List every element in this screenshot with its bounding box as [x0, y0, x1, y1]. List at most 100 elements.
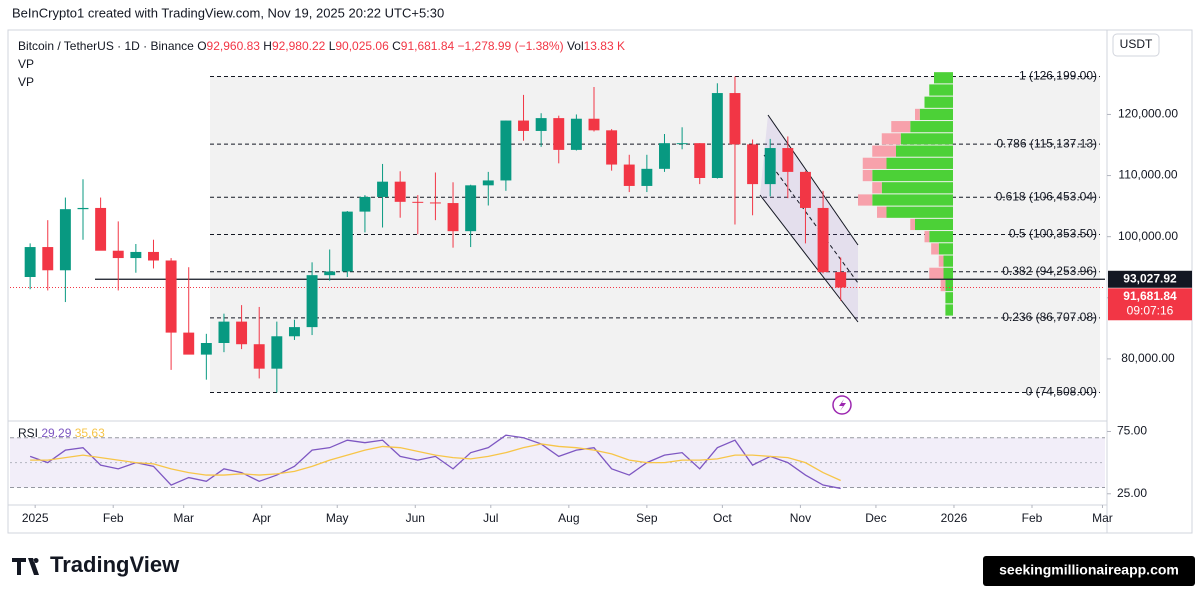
rsi-value: 29.29 — [41, 426, 71, 440]
vp-up — [910, 121, 953, 133]
x-tick-label: Dec — [865, 511, 886, 525]
indicator-label: VP — [18, 75, 35, 89]
rsi-legend: RSI 29.29 35.63 — [18, 426, 105, 440]
candle-body — [288, 327, 300, 337]
rsi-line — [29, 434, 841, 490]
indicator-label: VP — [18, 57, 35, 71]
ohlc-key: H — [263, 39, 272, 53]
ohlc-key: C — [392, 39, 401, 53]
countdown: 09:07:16 — [1127, 303, 1174, 317]
candle-body — [835, 272, 847, 288]
candle-body — [412, 201, 424, 203]
ohlc-key: O — [197, 39, 207, 53]
price-badge — [1108, 270, 1192, 288]
vp-up — [924, 96, 953, 108]
price-badge-label: 93,027.92 — [1123, 271, 1177, 285]
candle-body — [253, 344, 265, 369]
vp-down — [881, 133, 901, 145]
vp-up — [900, 133, 953, 145]
candle-body — [641, 168, 653, 186]
rsi-value: 35.63 — [75, 426, 105, 440]
vp-down — [877, 206, 887, 218]
candle-body — [570, 118, 582, 150]
y-tick-label: 80,000.00 — [1121, 351, 1175, 365]
y-tick-label: 25.00 — [1117, 486, 1147, 500]
vp-down — [940, 279, 946, 292]
x-tick-label: Mar — [1092, 511, 1113, 525]
ohlc-value: 90,025.06 — [335, 39, 389, 53]
vp-down — [931, 243, 939, 255]
x-tick-label: Feb — [1022, 511, 1043, 525]
candle-body — [112, 250, 124, 259]
candle-body — [59, 209, 71, 271]
legend-row: Bitcoin / TetherUS · 1D · Binance O92,96… — [18, 37, 625, 55]
symbol-title: Bitcoin / TetherUS · 1D · Binance — [18, 39, 194, 53]
y-tick-label: 100,000.00 — [1118, 229, 1178, 243]
vp-up — [945, 304, 953, 316]
vp-down — [862, 169, 873, 182]
x-tick-label: Jun — [406, 511, 425, 525]
candle-body — [341, 211, 353, 272]
x-tick-label: Oct — [713, 511, 732, 525]
vp-down — [872, 182, 882, 194]
vp-down — [910, 218, 915, 231]
ohlc-value: 91,681.84 — [400, 39, 455, 53]
candle-body — [659, 143, 670, 169]
vp-down — [858, 194, 873, 206]
candle-body — [306, 275, 318, 328]
brand-logo — [12, 558, 39, 575]
candle-body — [359, 196, 371, 212]
fib-label: 0.236 (86,707.08) — [1002, 310, 1097, 324]
candle-body — [518, 120, 529, 131]
vp-up — [881, 182, 953, 194]
channel-upper — [767, 114, 859, 246]
candle-body — [324, 271, 336, 276]
vp-down — [929, 267, 944, 279]
currency-button[interactable] — [1112, 33, 1160, 57]
candle-body — [747, 144, 759, 185]
vp-up — [943, 255, 953, 267]
fib-label: 0.382 (94,253.96) — [1002, 264, 1097, 278]
x-tick-label: Sep — [636, 511, 658, 525]
candle-body — [799, 171, 811, 208]
candle-body — [377, 181, 389, 197]
candle-body — [606, 130, 618, 165]
candle-body — [676, 143, 688, 145]
candle-body — [394, 181, 406, 202]
brand: TradingView — [50, 552, 180, 577]
vp-up — [886, 206, 953, 218]
candle-body — [77, 207, 89, 210]
ohlc-value: 92,960.83 — [206, 39, 260, 53]
y-tick-label: 120,000.00 — [1118, 107, 1178, 121]
candle-body — [218, 321, 230, 343]
candle-body — [817, 207, 829, 273]
candle-body — [42, 247, 54, 271]
candle-body — [165, 260, 177, 333]
volume-key: Vol — [566, 39, 584, 53]
vp-up — [886, 157, 953, 169]
vp-down — [862, 157, 887, 169]
candle-body — [729, 93, 741, 145]
vp-up — [945, 292, 953, 304]
watermark-box — [983, 556, 1195, 586]
vp-up — [919, 108, 953, 121]
header-text: BeInCrypto1 created with TradingView.com… — [12, 5, 444, 20]
candle-body — [711, 93, 723, 178]
vp-up — [938, 243, 953, 255]
candle-body — [24, 247, 36, 277]
candle-body — [782, 148, 794, 172]
candle-body — [764, 148, 776, 185]
x-tick-label: 2026 — [941, 511, 968, 525]
vp-up — [943, 267, 953, 279]
event-icon[interactable] — [832, 395, 852, 415]
vp-up — [872, 194, 953, 206]
vp-up — [896, 145, 953, 157]
rsi-title: RSI — [18, 426, 38, 440]
vp-up — [934, 72, 953, 84]
vp-up — [929, 231, 953, 243]
candle-body — [623, 164, 635, 186]
candle-body — [130, 251, 142, 259]
y-tick-label: 110,000.00 — [1118, 168, 1177, 182]
